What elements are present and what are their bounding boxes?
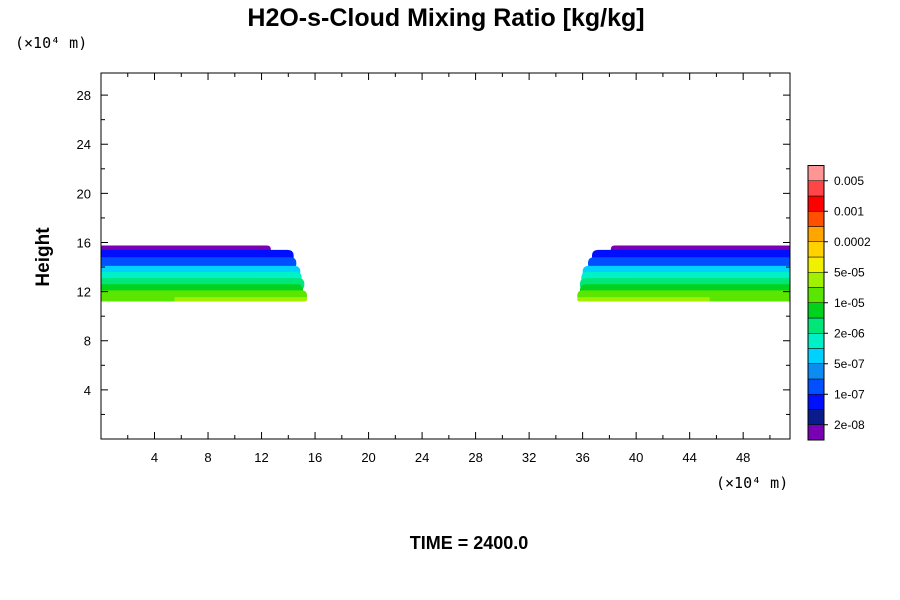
colorbar-swatch	[807, 317, 825, 334]
y-axis-label: Height	[33, 227, 54, 287]
colorbar-swatch	[807, 302, 825, 319]
colorbar-swatch	[807, 256, 825, 273]
right-cloud-layer-8	[577, 297, 710, 302]
y-tick-label: 12	[77, 285, 91, 300]
colorbar-swatch	[807, 287, 825, 303]
colorbar-label: 0.0002	[834, 235, 871, 249]
chart-title: H2O-s-Cloud Mixing Ratio [kg/kg]	[247, 4, 644, 32]
colorbar-label: 0.001	[834, 204, 864, 218]
colorbar-swatch	[807, 195, 825, 212]
colorbar-swatch	[807, 272, 825, 288]
left-cloud-layer-8	[174, 297, 308, 302]
colorbar-swatch	[807, 363, 825, 380]
y-tick-label: 24	[77, 137, 91, 152]
colorbar-swatch	[807, 180, 825, 197]
y-tick-label: 28	[77, 88, 91, 103]
colorbar-swatch	[807, 226, 825, 242]
colorbar-swatch	[807, 394, 825, 410]
x-axis: 4 8 12 16 20 24 28 32 36 40 44 48	[127, 73, 771, 465]
plot-frame	[100, 72, 791, 440]
y-axis-unit: (×10⁴ m)	[15, 34, 87, 52]
time-label: TIME = 2400.0	[410, 533, 529, 553]
x-tick-label: 8	[204, 450, 211, 465]
colorbar-label: 0.005	[834, 174, 864, 188]
colorbar-swatch	[807, 378, 825, 395]
x-axis-unit: (×10⁴ m)	[716, 474, 788, 492]
colorbar-label: 5e-05	[834, 265, 865, 279]
colorbar-label: 2e-06	[834, 326, 865, 340]
colorbar-swatch	[807, 165, 825, 181]
y-axis: 4 8 12 16 20 24 28	[77, 88, 790, 415]
x-tick-label: 16	[308, 450, 322, 465]
y-tick-label: 4	[84, 383, 91, 398]
x-tick-label: 48	[736, 450, 750, 465]
colorbar-swatch	[807, 333, 825, 349]
x-tick-label: 20	[361, 450, 375, 465]
colorbar-swatch	[807, 348, 825, 364]
x-tick-label: 32	[522, 450, 536, 465]
x-tick-label: 44	[682, 450, 696, 465]
x-tick-label: 4	[151, 450, 158, 465]
y-tick-label: 8	[84, 334, 91, 349]
x-tick-label: 24	[415, 450, 429, 465]
x-tick-label: 40	[629, 450, 643, 465]
y-tick-label: 20	[77, 186, 91, 201]
colorbar-swatch	[807, 409, 825, 425]
colorbar-swatch	[807, 211, 825, 227]
colorbar-label: 5e-07	[834, 357, 865, 371]
x-tick-label: 12	[254, 450, 268, 465]
x-tick-label: 28	[468, 450, 482, 465]
colorbar-label: 2e-08	[834, 418, 865, 432]
y-tick-label: 16	[77, 235, 91, 250]
colorbar: 2e-08 1e-07 5e-07 2e-06 1e-05 5e-05 0.0002 0.00…	[807, 165, 871, 441]
colorbar-swatch	[807, 424, 825, 441]
contour-layers	[101, 245, 790, 302]
colorbar-swatch	[807, 241, 825, 258]
colorbar-label: 1e-05	[834, 296, 865, 310]
x-tick-label: 36	[575, 450, 589, 465]
colorbar-label: 1e-07	[834, 387, 865, 401]
